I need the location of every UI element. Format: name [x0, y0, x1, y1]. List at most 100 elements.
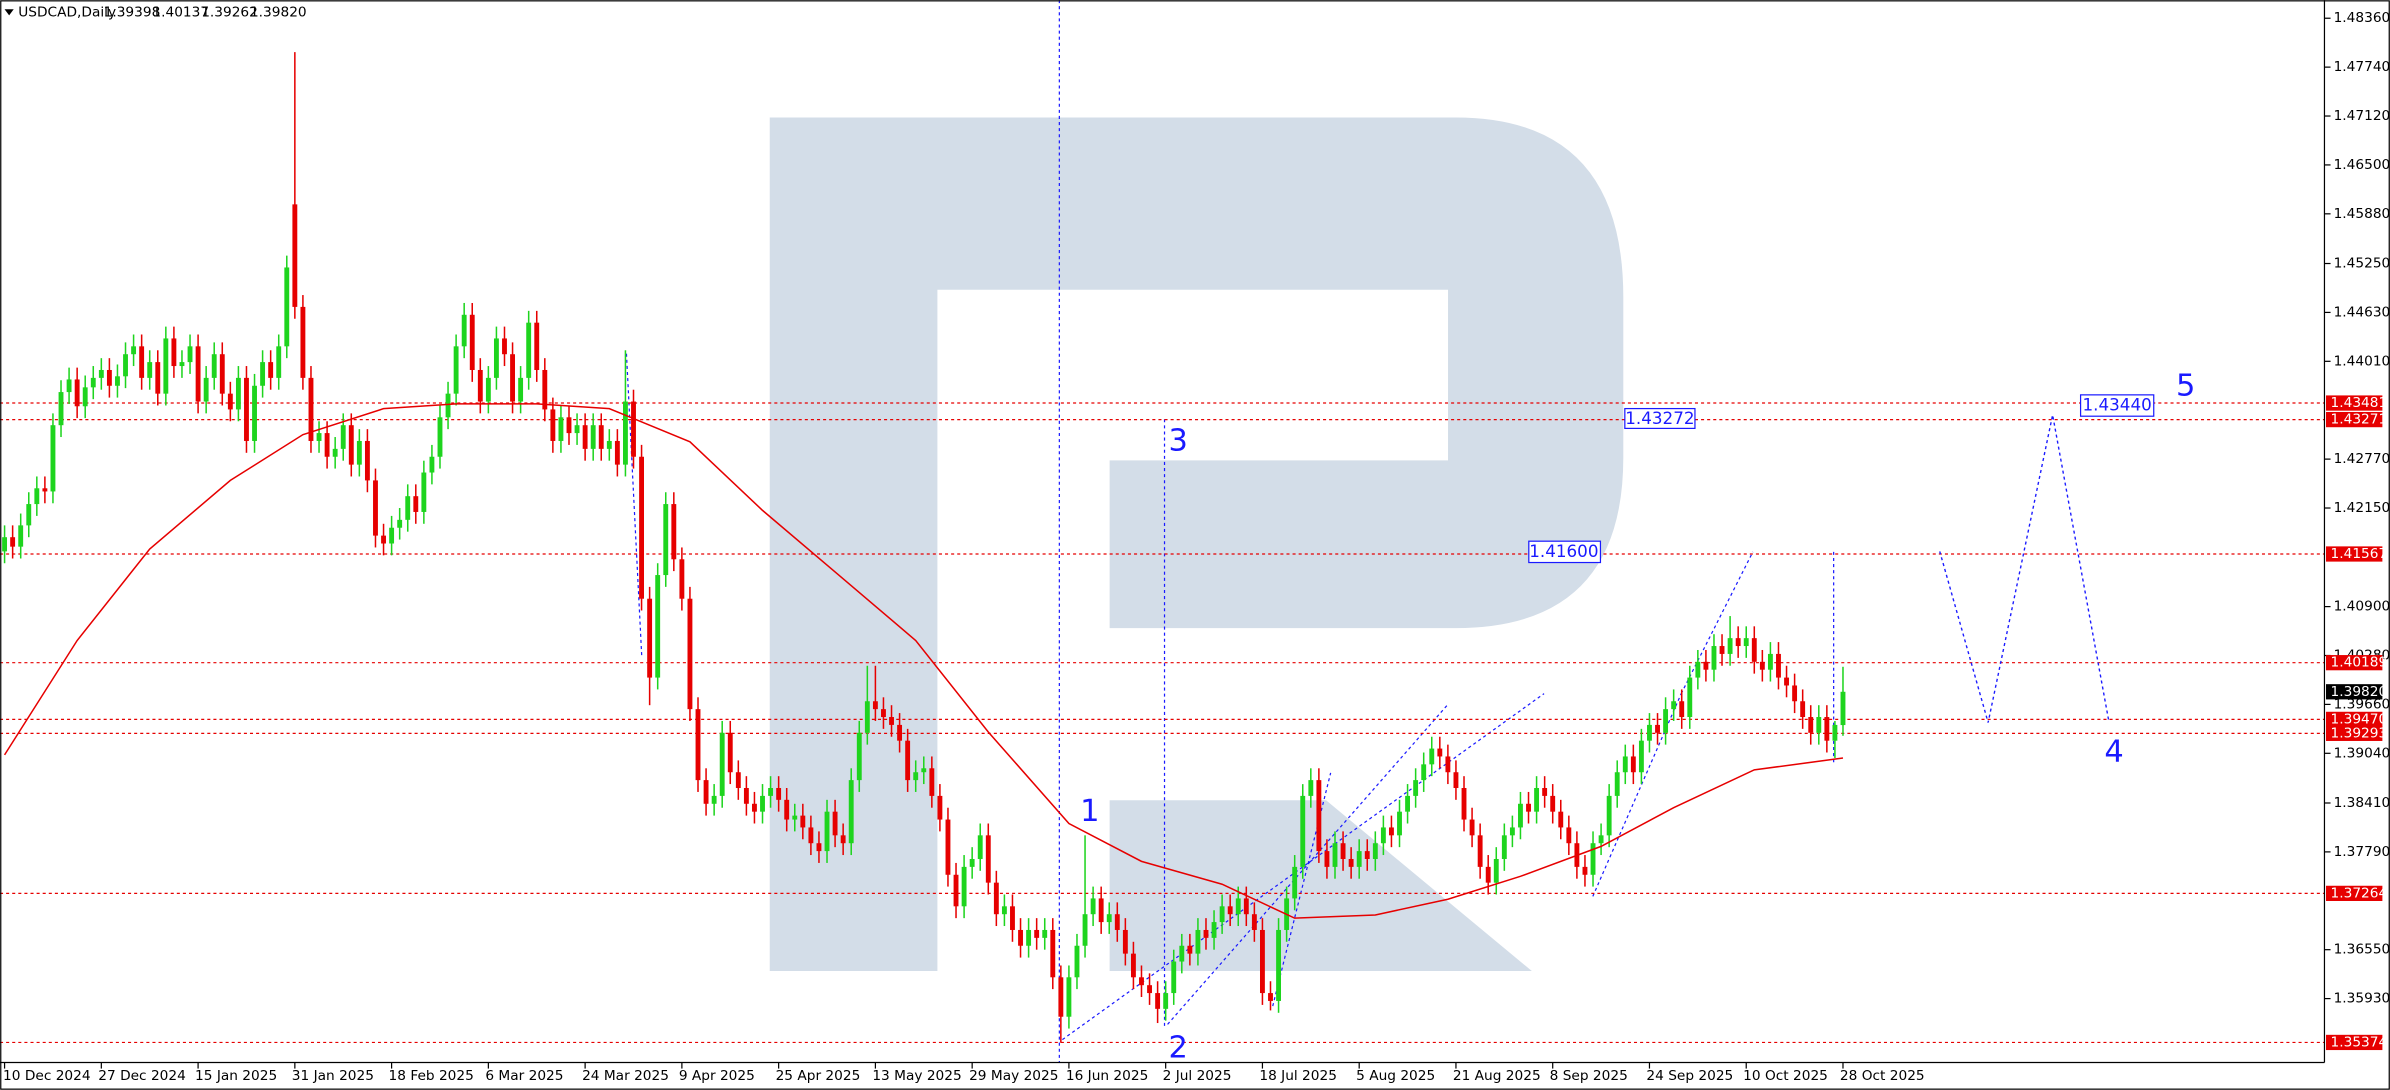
candle-body [1090, 898, 1096, 915]
candle-body [292, 204, 298, 307]
chart-title: USDCAD,Daily [18, 4, 116, 20]
x-tick-label: 29 May 2025 [969, 1068, 1058, 1084]
candle-body [1139, 977, 1144, 986]
candle-body [1219, 906, 1225, 923]
candle-body [977, 835, 983, 859]
x-tick-label: 16 Jun 2025 [1066, 1068, 1148, 1084]
moving-average [3, 403, 1844, 919]
candle-body [1558, 811, 1564, 828]
candle-body [727, 732, 733, 773]
candle-body [1550, 795, 1556, 812]
candle-body [106, 369, 112, 386]
candle-body [921, 768, 927, 773]
candle-body [195, 346, 201, 402]
candle-body [1421, 764, 1427, 781]
candle-body [115, 376, 120, 386]
candle-body [1590, 843, 1596, 875]
candle-body [832, 811, 838, 836]
candle-body [1566, 827, 1572, 844]
y-tick-label: 1.42150 [2334, 500, 2390, 516]
candle-body [614, 440, 620, 465]
candle-body [1534, 788, 1540, 812]
candle-body [131, 346, 137, 355]
candle-body [647, 598, 653, 678]
candle-body [1187, 945, 1193, 954]
candle-body [1268, 993, 1273, 1001]
y-tick-label: 1.35930 [2334, 991, 2390, 1007]
header-value: 1.39262 [201, 4, 258, 20]
candle-body [453, 346, 459, 394]
candle-body [1759, 661, 1765, 670]
candle-body [1509, 827, 1515, 836]
candle-body [413, 496, 419, 512]
candle-body [961, 866, 967, 907]
candle-body [260, 362, 266, 386]
candle-body [405, 496, 411, 520]
candle-body [1364, 851, 1370, 859]
candle-body [1695, 661, 1701, 678]
candle-body [1130, 953, 1136, 978]
candle-body [937, 795, 943, 820]
candle-body [1727, 638, 1733, 654]
candle-body [631, 401, 636, 457]
level-label: 1.43481 [2331, 395, 2388, 411]
candles [2, 52, 1846, 1043]
candle-body [1235, 898, 1241, 915]
candle-body [1469, 819, 1475, 836]
candle-body [308, 377, 314, 441]
candle-body [18, 525, 24, 547]
candle-body [244, 377, 249, 441]
candle-body [429, 456, 435, 473]
wave-label: 3 [1169, 424, 1188, 459]
candle-body [760, 795, 765, 812]
level-label: 1.43271 [2331, 412, 2388, 428]
candle-body [1413, 780, 1419, 796]
candle-body [1058, 977, 1064, 1017]
last-price-label: 1.39820 [2331, 684, 2388, 700]
candle-body [10, 537, 16, 547]
candle-body [800, 815, 806, 828]
candle-body [1663, 709, 1669, 733]
candle-body [485, 377, 491, 402]
candle-body [1622, 756, 1628, 773]
candle-body [461, 314, 467, 347]
candle-body [1824, 717, 1830, 741]
candle-body [1348, 858, 1354, 867]
x-tick-label: 15 Jan 2025 [195, 1068, 277, 1084]
candle-body [743, 788, 749, 804]
candle-body [469, 314, 475, 370]
price-box-label: 1.41600 [1529, 541, 1598, 561]
candle-body [219, 354, 225, 394]
level-tag [2325, 1034, 2383, 1051]
candle-body [147, 362, 153, 378]
header: USDCAD,Daily 1.39398 1.40137 1.39262 1.3… [4, 4, 307, 20]
candle-body [1638, 740, 1644, 773]
candle-body [2, 537, 8, 552]
candle-body [679, 559, 685, 599]
candle-body [1380, 827, 1386, 844]
x-tick-label: 21 Aug 2025 [1453, 1068, 1541, 1084]
x-tick-label: 13 May 2025 [872, 1068, 961, 1084]
candle-body [1792, 685, 1798, 702]
candle-body [139, 346, 145, 378]
candle-body [1074, 945, 1080, 978]
candle-body [1630, 756, 1636, 773]
candle-body [1050, 929, 1056, 978]
candle-body [1066, 977, 1072, 1017]
candle-body [1751, 638, 1757, 662]
wave-label: 5 [2176, 369, 2195, 404]
candle-body [1832, 724, 1838, 741]
candle-body [929, 768, 935, 796]
x-tick-label: 24 Mar 2025 [582, 1068, 669, 1084]
candle-body [695, 709, 701, 781]
candle-body [1316, 780, 1322, 852]
candle-body [1098, 898, 1104, 923]
candle-body [687, 598, 693, 710]
candle-body [227, 393, 233, 410]
candle-body [252, 385, 257, 441]
candle-body [913, 772, 919, 781]
candle-body [623, 401, 628, 465]
y-tick-label: 1.42770 [2334, 451, 2390, 467]
